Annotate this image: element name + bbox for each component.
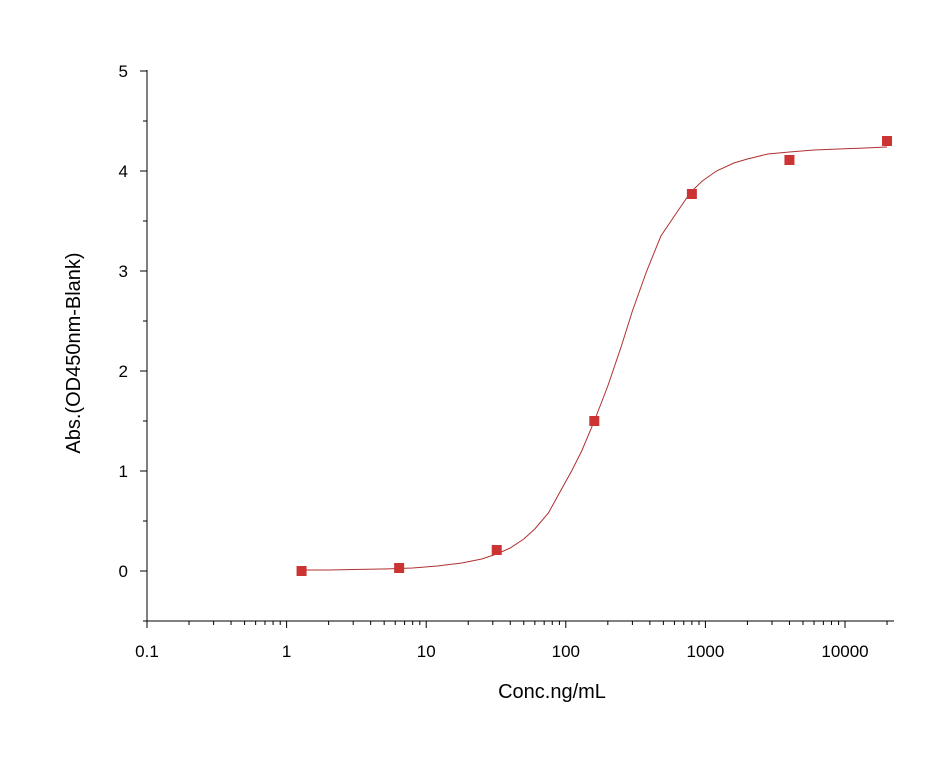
x-tick-label: 0.1 [135, 642, 159, 661]
x-tick-label: 100 [552, 642, 580, 661]
y-tick-label: 4 [119, 162, 128, 181]
y-tick-label: 2 [119, 362, 128, 381]
data-point [296, 566, 307, 576]
data-point [784, 155, 795, 165]
data-point [394, 563, 405, 573]
data-point [589, 416, 600, 426]
x-tick-label: 1 [282, 642, 291, 661]
y-tick-label: 1 [119, 462, 128, 481]
x-tick-label: 1000 [686, 642, 724, 661]
x-tick-label: 10000 [821, 642, 868, 661]
y-tick-label: 0 [119, 562, 128, 581]
plot-area [296, 136, 893, 576]
axes: 0.1 1 10 100 1000 10000 0 1 2 3 4 5 [119, 62, 894, 661]
data-point [491, 545, 502, 555]
y-tick-label: 3 [119, 262, 128, 281]
x-ticks: 0.1 1 10 100 1000 10000 [135, 621, 888, 661]
y-tick-label: 5 [119, 62, 128, 81]
fitted-curve-line [301, 146, 888, 571]
data-point [686, 189, 697, 199]
y-axis-label: Abs.(OD450nm-Blank) [63, 252, 85, 453]
data-points [296, 136, 893, 576]
y-ticks: 0 1 2 3 4 5 [119, 62, 147, 622]
x-tick-label: 10 [417, 642, 436, 661]
x-axis-label: Conc.ng/mL [498, 681, 606, 703]
data-point [882, 136, 893, 146]
